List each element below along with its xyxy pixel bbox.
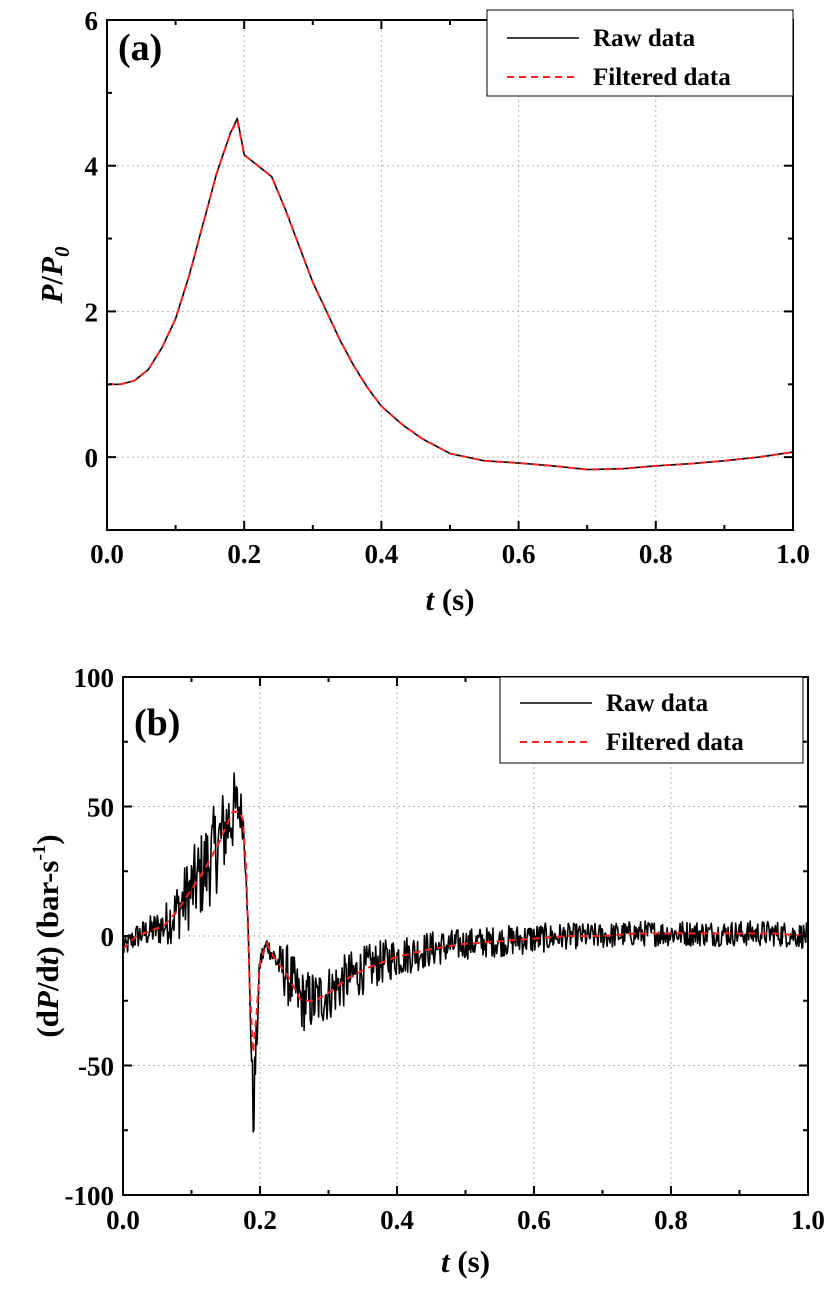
y-axis-label-slash: / [34, 276, 69, 286]
legend-label-filtered: Filtered data [593, 64, 731, 91]
legend: Raw data Filtered data [486, 9, 794, 97]
x-tick-label: 1.0 [791, 1205, 825, 1235]
x-tick-label: 0.6 [517, 1205, 551, 1235]
series-line-filtered [107, 117, 793, 471]
y-tick-label: 2 [85, 297, 99, 327]
y-tick-label: -50 [78, 1052, 114, 1082]
y-tick-label: 6 [85, 6, 99, 36]
x-tick-label: 0.8 [654, 1205, 688, 1235]
x-tick-label: 1.0 [776, 539, 810, 569]
y-axis-label-unit: ) (bar-s [30, 861, 65, 957]
series-line-raw [107, 117, 793, 471]
y-tick-label: -100 [65, 1181, 115, 1211]
y-axis-label: P/P0 [34, 246, 74, 305]
x-tick-label: 0.2 [243, 1205, 277, 1235]
y-tick-label: 100 [74, 663, 115, 693]
x-tick-label: 0.2 [227, 539, 261, 569]
series-group [107, 117, 793, 471]
chart-panel-b: 0.0 0.2 0.4 0.6 0.8 1.0 100 50 0 -50 -100 t (s) (dP/… [29, 663, 825, 1279]
x-tick-label: 0.4 [380, 1205, 414, 1235]
y-axis-label-close: ) [30, 834, 65, 844]
y-axis-label-t: t [30, 955, 65, 965]
series-line-raw [123, 772, 808, 1133]
x-tick-label: 0.0 [106, 1205, 140, 1235]
y-axis-label-sub: 0 [50, 246, 74, 257]
x-axis-label: t (s) [425, 582, 474, 617]
legend-box [486, 9, 794, 97]
x-tick-label: 0.8 [639, 539, 673, 569]
y-axis-label: (dP/dt) (bar-s-1) [29, 834, 65, 1037]
legend-label-filtered: Filtered data [606, 729, 744, 756]
y-axis-label-p: P [30, 990, 65, 1011]
y-tick-label: 50 [87, 793, 114, 823]
y-axis-label-sup: -1 [29, 845, 50, 861]
grid-lines [107, 20, 793, 530]
y-tick-label: 0 [85, 443, 99, 473]
y-tick-label: 0 [101, 922, 115, 952]
legend: Raw data Filtered data [499, 676, 804, 764]
y-tick-label: 4 [85, 152, 99, 182]
x-tick-label: 0.0 [90, 539, 124, 569]
x-axis-label-var: t [441, 1244, 451, 1279]
panel-label: (a) [118, 27, 162, 69]
y-axis-label-p0: P [34, 256, 69, 277]
x-axis-label-var: t [425, 582, 435, 617]
y-axis-label-p: P [34, 284, 69, 305]
series-group [123, 772, 808, 1133]
x-tick-label: 0.4 [365, 539, 399, 569]
legend-box [499, 676, 804, 764]
y-axis-label-slash: /d [30, 965, 65, 992]
series-line-filtered [123, 810, 808, 1053]
y-axis-label-open: (d [30, 1010, 65, 1038]
x-axis-label: t (s) [441, 1244, 490, 1279]
x-tick-label: 0.6 [502, 539, 536, 569]
legend-label-raw: Raw data [593, 25, 696, 52]
legend-label-raw: Raw data [606, 690, 709, 717]
x-axis-label-unit: (s) [434, 582, 474, 617]
panel-label: (b) [134, 702, 180, 744]
x-axis-label-unit: (s) [450, 1244, 490, 1279]
